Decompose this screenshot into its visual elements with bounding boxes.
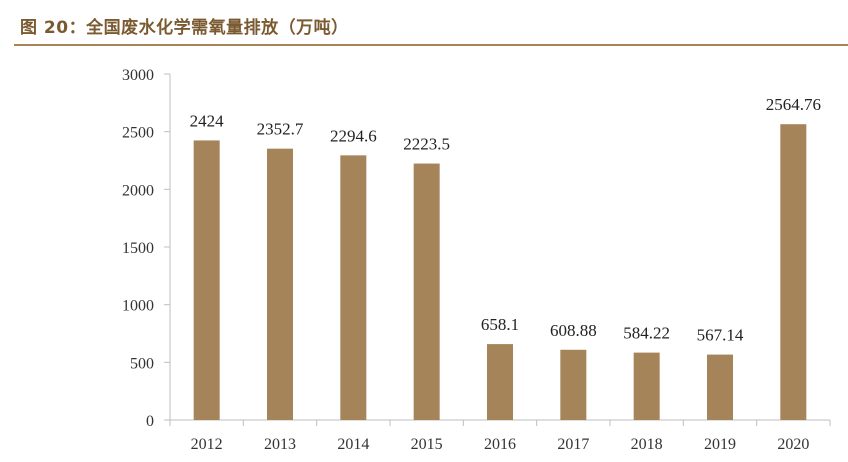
bar-2017 [560, 349, 587, 420]
data-label-2017: 608.88 [550, 321, 597, 340]
bar-2012 [193, 140, 220, 420]
x-tick-label-2018: 2018 [631, 436, 663, 453]
bar-2016 [487, 344, 513, 420]
x-tick-label-2012: 2012 [191, 436, 223, 453]
x-axis: 2012 2013 2014 2015 2016 2017 2018 2019 2020 [169, 419, 831, 453]
y-tick-label: 1000 [122, 298, 154, 315]
y-tick-label: 1500 [122, 240, 154, 257]
data-label-2012: 2424 [190, 111, 225, 130]
x-tick-label-2017: 2017 [557, 436, 589, 453]
y-tick-label: 3000 [122, 67, 154, 84]
figure-header: 图 20：全国废水化学需氧量排放（万吨） [0, 0, 848, 46]
bar-2019 [707, 354, 733, 420]
title-divider [14, 44, 848, 46]
chart-area: 0 500 1000 1500 2000 2500 3000 2012 2013 2014 201… [0, 46, 848, 458]
y-tick-label: 500 [130, 355, 154, 372]
bar-2015 [413, 163, 440, 420]
x-tick-label-2014: 2014 [337, 436, 369, 453]
bar-2018 [633, 352, 660, 420]
bar-2014 [340, 155, 367, 420]
x-tick-label-2016: 2016 [484, 436, 516, 453]
data-labels: 2424 2352.7 2294.6 2223.5 658.1 608.88 584.22 5… [190, 95, 821, 344]
y-tick-label: 2500 [122, 125, 154, 142]
data-label-2014: 2294.6 [330, 126, 377, 145]
bar-2013 [267, 148, 293, 420]
data-label-2020: 2564.76 [766, 95, 821, 114]
data-label-2019: 567.14 [697, 326, 744, 345]
x-tick-label-2013: 2013 [264, 436, 296, 453]
x-tick-label-2020: 2020 [777, 436, 809, 453]
bars [193, 124, 807, 420]
x-tick-label-2015: 2015 [411, 436, 443, 453]
data-label-2013: 2352.7 [257, 120, 304, 139]
y-axis: 0 500 1000 1500 2000 2500 3000 [122, 67, 171, 430]
data-label-2018: 584.22 [623, 324, 670, 343]
data-label-2015: 2223.5 [403, 135, 450, 154]
y-tick-label: 0 [146, 413, 154, 430]
bar-2020 [780, 124, 807, 420]
x-tick-label-2019: 2019 [704, 436, 736, 453]
data-label-2016: 658.1 [481, 315, 519, 334]
figure-title: 图 20：全国废水化学需氧量排放（万吨） [20, 18, 349, 38]
y-tick-label: 2000 [122, 182, 154, 199]
